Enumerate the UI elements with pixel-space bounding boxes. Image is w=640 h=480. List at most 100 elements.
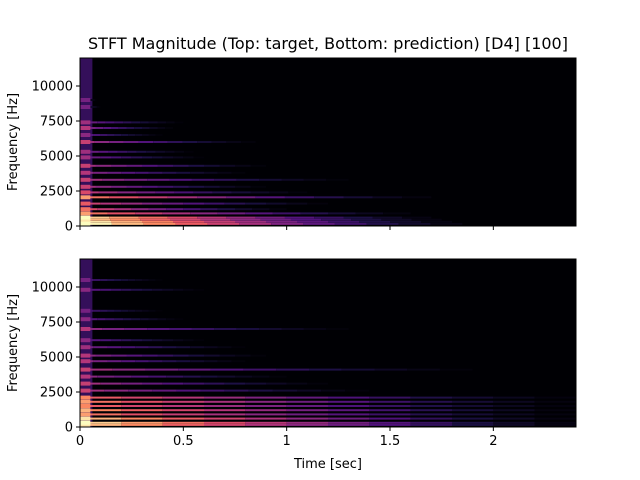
harmonic-20-onset [80, 98, 91, 102]
harmonic-1-seg-2 [162, 421, 204, 424]
harmonic-14-seg-9 [165, 150, 175, 153]
harmonic-20-seg-10 [148, 279, 156, 281]
harmonic-15-seg-4 [138, 141, 154, 143]
harmonic-3-seg-1 [109, 216, 139, 219]
harmonic-7-seg-1 [121, 396, 163, 399]
harmonic-1-onset [80, 219, 91, 224]
harmonic-4-seg-2 [135, 212, 163, 215]
harmonic-13-seg-7 [188, 354, 204, 357]
harmonic-5-seg-3 [131, 208, 149, 211]
harmonic-7-seg-5 [226, 196, 256, 199]
harmonic-19-seg-11 [193, 288, 204, 291]
y-tick-label-3: 7500 [40, 115, 73, 130]
harmonic-11-onset [80, 170, 91, 175]
harmonic-8-seg-2 [117, 191, 137, 194]
harmonic-8-seg-7 [248, 389, 273, 392]
harmonic-0-seg-3 [204, 423, 246, 426]
harmonic-8-seg-3 [152, 389, 177, 392]
harmonic-18-seg-3 [105, 121, 115, 124]
harmonic-6-seg-5 [183, 202, 204, 205]
harmonic-20-seg-7 [128, 279, 136, 281]
harmonic-0-seg-9 [452, 423, 494, 426]
harmonic-6-seg-5 [286, 400, 328, 403]
harmonic-6-seg-2 [162, 400, 204, 403]
harmonic-16-seg-3 [147, 328, 170, 330]
harmonic-1-seg-9 [359, 220, 390, 223]
harmonic-11-seg-0 [80, 368, 113, 371]
harmonic-19-seg-5 [131, 288, 142, 291]
harmonic-2-seg-9 [452, 417, 494, 420]
harmonic-18-seg-11 [155, 309, 163, 312]
harmonic-2-seg-0 [80, 417, 122, 420]
y-tick-label-0: 0 [65, 421, 73, 436]
harmonic-3-seg-4 [197, 216, 227, 219]
harmonic-0-onset [80, 422, 91, 427]
harmonic-14-seg-4 [135, 346, 149, 349]
harmonic-3-seg-7 [369, 413, 411, 416]
harmonic-9-seg-7 [188, 185, 204, 188]
harmonic-7-seg-6 [255, 196, 285, 199]
harmonic-3-seg-8 [314, 216, 344, 219]
harmonic-15-seg-2 [109, 141, 124, 143]
harmonic-19-onset [80, 287, 91, 292]
harmonic-18-seg-8 [148, 121, 158, 124]
harmonic-14-seg-2 [98, 150, 109, 153]
harmonic-10-seg-3 [131, 375, 149, 378]
harmonic-18-seg-7 [128, 309, 136, 312]
harmonic-4-seg-1 [107, 212, 136, 215]
spectrogram-panels: 0 2500 5000 7500 10000 Frequency [Hz] 0 2500 500… [6, 57, 577, 449]
harmonic-4-seg-9 [452, 409, 494, 412]
harmonic-10-seg-5 [191, 178, 215, 181]
spectrogram-background [80, 259, 576, 427]
harmonic-14-seg-1 [93, 346, 108, 349]
harmonic-1-seg-10 [390, 220, 421, 223]
harmonic-19-seg-8 [162, 288, 173, 291]
harmonic-2-seg-11 [411, 218, 442, 221]
harmonic-13-seg-7 [152, 156, 163, 159]
harmonic-6-seg-6 [328, 400, 370, 403]
harmonic-17-seg-10 [157, 127, 166, 129]
y-tick-label-4: 10000 [32, 281, 73, 296]
harmonic-18-seg-4 [107, 309, 115, 312]
harmonic-18-seg-6 [121, 309, 129, 312]
harmonic-11-seg-10 [407, 368, 440, 371]
harmonic-13-seg-9 [173, 156, 184, 159]
harmonic-15-seg-7 [152, 339, 163, 342]
harmonic-18-seg-2 [93, 309, 101, 312]
harmonic-13-seg-8 [162, 156, 173, 159]
harmonic-14-seg-6 [162, 346, 177, 349]
harmonic-16-seg-0 [80, 328, 103, 330]
harmonic-14-seg-11 [184, 150, 194, 153]
harmonic-10-seg-8 [259, 178, 282, 181]
harmonic-10-onset [80, 177, 91, 182]
y-tick-label-4: 10000 [32, 80, 73, 95]
harmonic-7-seg-11 [534, 396, 576, 399]
harmonic-2-seg-4 [200, 218, 231, 221]
harmonic-5-seg-8 [410, 405, 452, 407]
harmonic-6-seg-8 [245, 202, 266, 205]
harmonic-1-seg-3 [173, 220, 204, 223]
harmonic-13-onset [80, 155, 91, 160]
harmonic-4-seg-10 [493, 409, 535, 412]
harmonic-6-seg-4 [245, 400, 287, 403]
harmonic-9-seg-4 [162, 382, 184, 385]
harmonic-16-seg-11 [155, 134, 163, 136]
harmonic-14-seg-10 [174, 150, 185, 153]
harmonic-16-seg-2 [124, 328, 148, 330]
harmonic-17-seg-3 [105, 318, 115, 321]
harmonic-14-seg-5 [127, 150, 137, 153]
harmonic-15-seg-9 [211, 141, 227, 143]
harmonic-20-seg-8 [91, 99, 93, 101]
harmonic-6-seg-6 [204, 202, 225, 205]
harmonic-13-seg-11 [193, 156, 204, 159]
harmonic-10-seg-5 [166, 375, 184, 378]
harmonic-17-seg-4 [111, 127, 119, 129]
harmonic-7-seg-9 [343, 196, 373, 199]
harmonic-17-onset [80, 317, 91, 322]
harmonic-7-seg-9 [452, 396, 494, 399]
harmonic-3-seg-6 [255, 216, 285, 219]
harmonic-10-seg-7 [236, 178, 260, 181]
harmonic-7-seg-3 [204, 396, 246, 399]
harmonic-0-seg-10 [398, 222, 431, 225]
